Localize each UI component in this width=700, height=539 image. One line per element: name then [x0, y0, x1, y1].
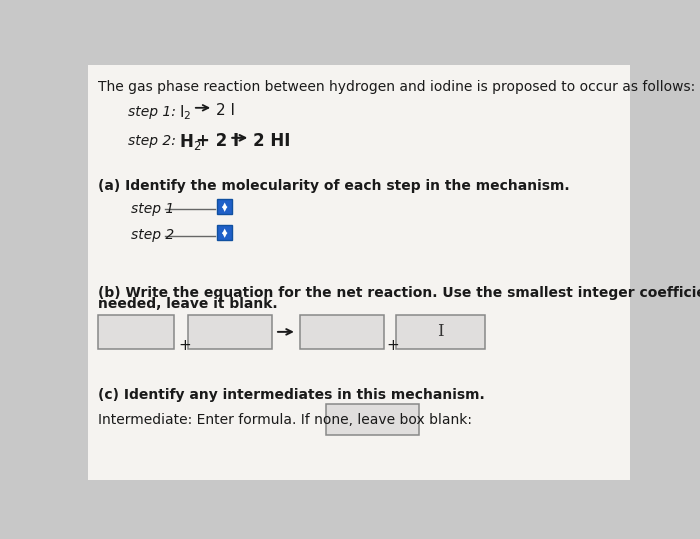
Text: ▲: ▲ — [222, 202, 228, 208]
Text: I: I — [437, 323, 443, 340]
Text: step 1: step 1 — [131, 202, 174, 216]
Text: (c) Identify any intermediates in this mechanism.: (c) Identify any intermediates in this m… — [98, 388, 485, 402]
Text: (b) Write the equation for the net reaction. Use the smallest integer coefficien: (b) Write the equation for the net react… — [98, 286, 700, 300]
Bar — [300, 315, 384, 349]
Bar — [217, 225, 232, 240]
Text: H$_2$: H$_2$ — [179, 133, 202, 153]
Text: step 2: step 2 — [131, 228, 174, 242]
Text: I$_2$: I$_2$ — [179, 103, 191, 122]
Text: 2 HI: 2 HI — [253, 133, 290, 150]
Text: ▼: ▼ — [222, 232, 228, 239]
Text: Intermediate: Enter formula. If none, leave box blank:: Intermediate: Enter formula. If none, le… — [98, 413, 472, 427]
Text: step 1:: step 1: — [128, 105, 176, 119]
Text: ▼: ▼ — [222, 206, 228, 212]
Text: +: + — [386, 338, 400, 353]
Text: needed, leave it blank.: needed, leave it blank. — [98, 297, 278, 311]
Text: (a) Identify the molecularity of each step in the mechanism.: (a) Identify the molecularity of each st… — [98, 178, 570, 192]
Text: The gas phase reaction between hydrogen and iodine is proposed to occur as follo: The gas phase reaction between hydrogen … — [98, 80, 696, 94]
Text: ▲: ▲ — [222, 228, 228, 234]
Text: +: + — [178, 338, 191, 353]
Text: step 2:: step 2: — [128, 134, 176, 148]
Bar — [98, 315, 174, 349]
Bar — [188, 315, 272, 349]
Text: + 2 I: + 2 I — [196, 133, 239, 150]
Text: 2 I: 2 I — [216, 103, 235, 118]
Bar — [396, 315, 485, 349]
Bar — [326, 404, 419, 435]
Bar — [217, 199, 232, 214]
